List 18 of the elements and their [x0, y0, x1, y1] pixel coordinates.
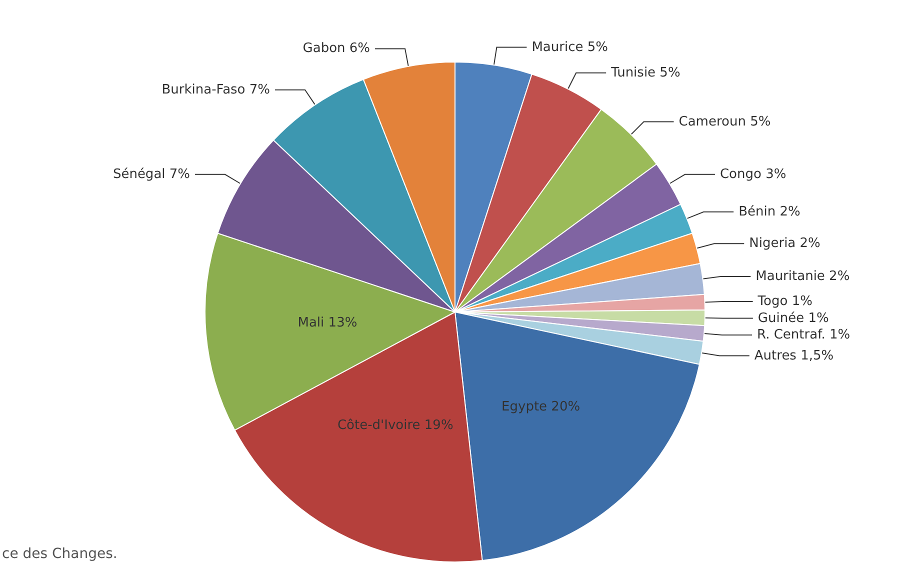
- slice-label: Maurice 5%: [532, 40, 608, 55]
- text: ce des Changes.: [2, 546, 118, 562]
- slice-label: Bénin 2%: [738, 204, 800, 220]
- slice-label: Tunisie 5%: [610, 65, 680, 80]
- slice-label: Guinée 1%: [758, 310, 829, 326]
- slice-label: Congo 3%: [720, 166, 786, 182]
- slice-label: Egypte 20%: [502, 399, 580, 414]
- slice-label: Togo 1%: [756, 294, 812, 310]
- slice-label: Autres 1,5%: [754, 348, 834, 364]
- slice-label: R. Centraf. 1%: [757, 328, 850, 343]
- slice-label: Cameroun 5%: [678, 114, 771, 130]
- slice-label: Burkina-Faso 7%: [162, 82, 270, 98]
- slice-label: Gabon 6%: [302, 41, 370, 56]
- slice-label: Côte-d'Ivoire 19%: [337, 418, 454, 433]
- slice-label: Mauritanie 2%: [756, 269, 850, 284]
- slice-label: Mali 13%: [298, 315, 358, 330]
- slice-label: Sénégal 7%: [112, 166, 190, 182]
- slice-label: Nigeria 2%: [749, 236, 820, 252]
